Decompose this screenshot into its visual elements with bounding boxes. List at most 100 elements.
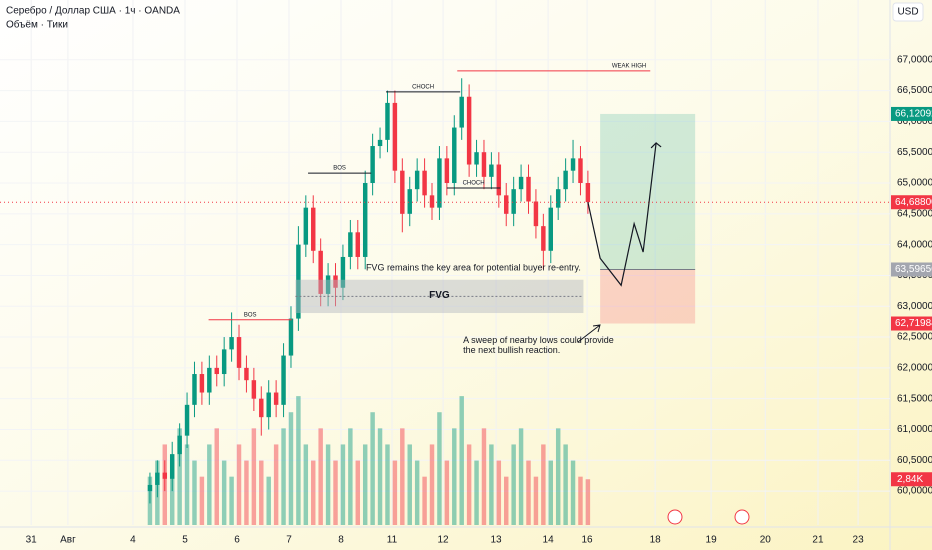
projection-arrowhead [650, 142, 662, 149]
y-tick-label: 61,50000 [897, 393, 932, 404]
volume-bar [400, 428, 405, 525]
price-label-box [891, 262, 932, 277]
candle-body [518, 176, 524, 190]
y-tick-label: 63,00000 [897, 301, 932, 312]
y-tick-label: 66,50000 [897, 85, 932, 96]
volume-bar [303, 444, 309, 525]
volume-label: 2,84K [897, 474, 923, 485]
volume-bar [407, 444, 412, 525]
currency-box[interactable] [892, 2, 924, 22]
volume-bar [481, 428, 487, 525]
x-tick-label: 23 [853, 535, 865, 546]
volume-bar [489, 444, 494, 525]
candle-body [570, 158, 576, 171]
volume-bar [511, 444, 516, 525]
candle-body [526, 176, 531, 202]
x-tick-label: 13 [491, 535, 503, 546]
candle-body [548, 207, 554, 251]
price-label: 64,68800 [895, 197, 932, 208]
candle-body [466, 96, 472, 165]
note-arrow [577, 324, 601, 343]
volume-bar [555, 428, 561, 525]
candle-body [541, 226, 546, 251]
x-tick-label: 7 [286, 535, 292, 546]
candle-body [199, 374, 205, 393]
candle-body [147, 484, 153, 492]
x-tick-label: 20 [760, 535, 772, 546]
volume-bar [541, 444, 546, 525]
volume-bar [214, 428, 219, 525]
candle-body [578, 158, 583, 184]
candle-body [273, 392, 279, 405]
candle-body [504, 195, 509, 214]
volume-bar [236, 444, 242, 525]
volume-bar [199, 476, 205, 525]
y-tick-label: 66,00000 [897, 116, 932, 127]
price-label: 62,71984 [895, 318, 932, 329]
note-text: A sweep of nearby lows could provide [463, 335, 614, 345]
volume-bar [192, 460, 197, 525]
candle-body [444, 158, 450, 184]
candle-body [192, 374, 197, 405]
candle-body [318, 250, 323, 294]
level-label: CHOCH [412, 84, 434, 90]
volume-bar [318, 428, 323, 525]
projection-path [587, 142, 657, 287]
price-label-box [891, 195, 932, 210]
candle-body [251, 380, 257, 399]
candle-body [555, 189, 561, 208]
candle-body [489, 164, 494, 177]
candle-body [370, 146, 375, 184]
level-label: WEAK HIGH [612, 63, 646, 69]
volume-bar [362, 444, 368, 525]
candle-body [474, 152, 479, 165]
x-tick-label: 16 [582, 535, 594, 546]
level-label: CHOCH [463, 181, 485, 187]
volume-bar [229, 476, 234, 525]
candle-body [511, 189, 516, 214]
volume-bar [578, 476, 583, 525]
candle-body [348, 232, 353, 257]
x-tick-label: 8 [338, 535, 344, 546]
x-tick-label: 31 [26, 535, 38, 546]
candle-body [169, 454, 175, 479]
volume-bar [370, 412, 375, 525]
volume-bar [273, 444, 279, 525]
event-icon[interactable] [667, 509, 683, 525]
fvg-label: FVG [429, 290, 450, 301]
candle-body [266, 392, 271, 418]
candle-body [244, 367, 249, 381]
y-tick-label: 64,50000 [897, 208, 932, 219]
candle-body [281, 355, 286, 405]
candle-body [563, 170, 568, 190]
y-tick-label: 62,00000 [897, 363, 932, 374]
volume-bar [311, 460, 316, 525]
volume-bar [422, 476, 427, 525]
x-tick-label: Авг [60, 535, 76, 546]
x-tick-label: 4 [130, 535, 136, 546]
currency[interactable]: USD [897, 7, 918, 18]
volume-bar [496, 460, 502, 525]
candle-body [355, 232, 361, 257]
event-icon[interactable] [734, 509, 750, 525]
x-tick-label: 19 [706, 535, 718, 546]
volume-bar [333, 460, 338, 525]
volume-bar [169, 460, 175, 525]
candle-body [400, 170, 405, 214]
target-zone [600, 113, 696, 270]
candle-body [414, 170, 420, 190]
candle-body [377, 139, 383, 147]
y-tick-label: 64,00000 [897, 239, 932, 250]
note-text: the next bullish reaction. [463, 345, 560, 355]
y-tick-label: 60,00000 [897, 486, 932, 497]
price-label-box [891, 106, 932, 121]
y-tick-label: 65,00000 [897, 178, 932, 189]
volume-bar [444, 460, 450, 525]
candle-body [207, 367, 212, 393]
volume-bar [518, 428, 524, 525]
x-tick-label: 18 [650, 535, 662, 546]
candle-body [214, 367, 219, 375]
volume-bar [288, 412, 294, 525]
stop-zone [600, 269, 696, 324]
